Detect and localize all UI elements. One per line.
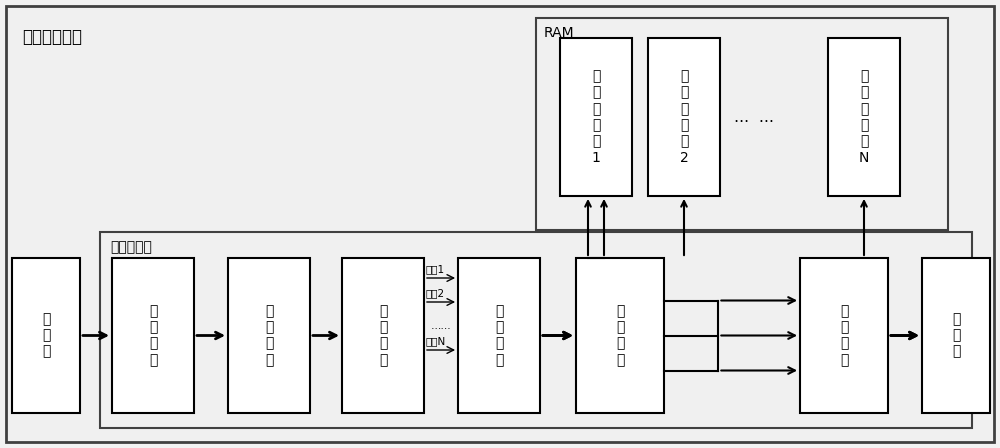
Bar xyxy=(922,258,990,413)
Bar xyxy=(576,258,664,413)
Text: 虚
拟
内
存
库
1: 虚 拟 内 存 库 1 xyxy=(592,69,600,164)
Bar xyxy=(800,258,888,413)
Bar xyxy=(536,18,948,230)
Text: 流量1: 流量1 xyxy=(426,264,445,274)
Text: 接
收
模
块: 接 收 模 块 xyxy=(149,304,157,367)
Bar xyxy=(828,38,900,196)
Text: 虚
拟
内
存
库
N: 虚 拟 内 存 库 N xyxy=(859,69,869,164)
Bar xyxy=(100,232,972,428)
Text: 虚
拟
内
存
库
2: 虚 拟 内 存 库 2 xyxy=(680,69,688,164)
Bar xyxy=(560,38,632,196)
Text: 解
析
模
块: 解 析 模 块 xyxy=(265,304,273,367)
Text: 处
理
模
块: 处 理 模 块 xyxy=(840,304,848,367)
Text: 分
配
模
块: 分 配 模 块 xyxy=(379,304,387,367)
Bar xyxy=(648,38,720,196)
Text: 流量2: 流量2 xyxy=(426,288,445,298)
Bar xyxy=(228,258,310,413)
Text: ……: …… xyxy=(431,321,451,331)
Text: 查
找
模
块: 查 找 模 块 xyxy=(616,304,624,367)
Bar xyxy=(12,258,80,413)
Text: 网络处理系统: 网络处理系统 xyxy=(22,28,82,46)
Text: 网络处理器: 网络处理器 xyxy=(110,240,152,254)
Text: …  …: … … xyxy=(734,109,774,125)
Text: RAM: RAM xyxy=(544,26,575,40)
Text: 流量N: 流量N xyxy=(426,336,446,346)
Text: 出
端
口: 出 端 口 xyxy=(952,312,960,359)
Text: 构
造
模
块: 构 造 模 块 xyxy=(495,304,503,367)
Text: 入
端
口: 入 端 口 xyxy=(42,312,50,359)
Bar xyxy=(112,258,194,413)
Bar xyxy=(342,258,424,413)
Bar xyxy=(458,258,540,413)
